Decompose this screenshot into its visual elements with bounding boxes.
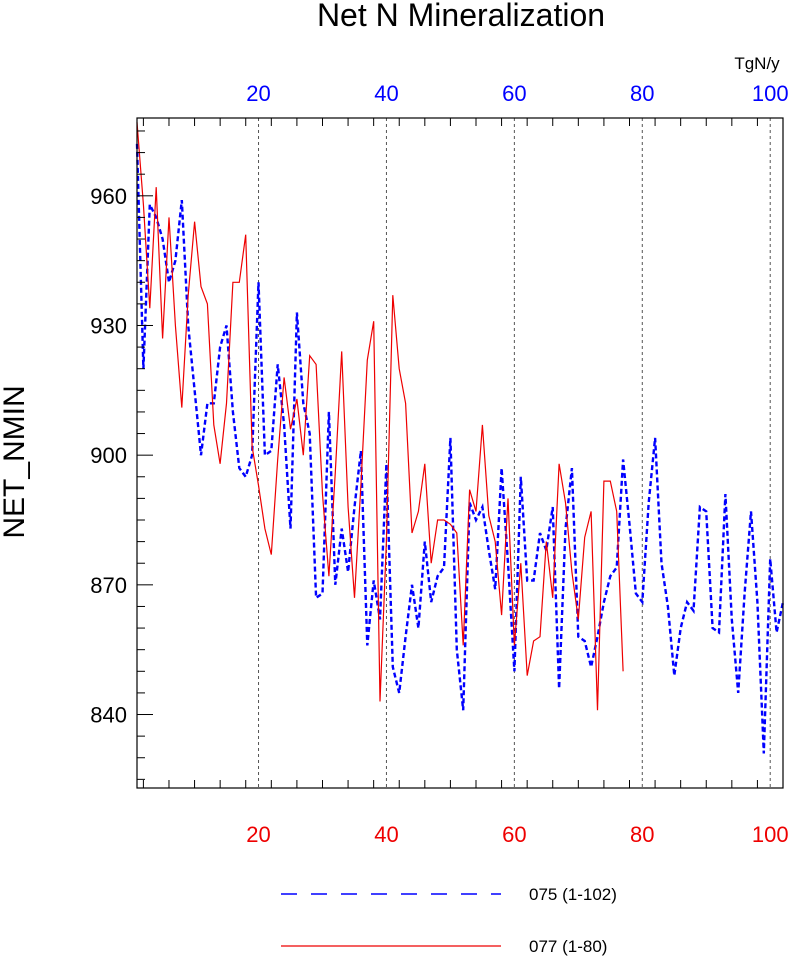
y-tick-label-840: 840 [90,703,127,728]
legend-label-1: 077 (1-80) [529,937,607,956]
legend-label-0: 075 (1-102) [529,885,617,904]
x-tick-label-bottom-80: 80 [630,822,654,847]
x-tick-label-top-20: 20 [246,81,270,106]
y-axis-title: NET_NMIN [0,385,31,538]
series-line-1 [136,122,624,711]
y-tick-label-870: 870 [90,573,127,598]
x-tick-label-bottom-40: 40 [374,822,398,847]
x-tick-label-bottom-100: 100 [752,822,789,847]
legend: 075 (1-102) 077 (1-80) [281,885,617,956]
top-axis-unit-label: TgN/y [734,54,780,73]
vertical-grid [258,118,771,788]
x-tick-label-top-40: 40 [374,81,398,106]
series-group [135,122,785,754]
y-tick-label-930: 930 [90,313,127,338]
plot-frame [136,117,784,789]
y-tick-label-960: 960 [90,184,127,209]
y-tick-label-900: 900 [90,443,127,468]
x-tick-label-top-100: 100 [752,81,789,106]
axis-ticks [137,118,784,788]
axis-tick-labels: 20 20 40 40 60 60 80 80 100 100 840 870 900 930 960 [90,81,788,847]
x-tick-label-bottom-60: 60 [502,822,526,847]
chart-title: Net N Mineralization [317,0,605,33]
x-tick-label-top-60: 60 [502,81,526,106]
x-tick-label-bottom-20: 20 [246,822,270,847]
x-tick-label-top-80: 80 [630,81,654,106]
series-line-0 [135,143,785,754]
